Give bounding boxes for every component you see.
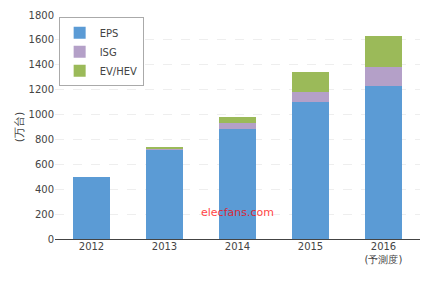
svg-text:EPS: EPS bbox=[100, 28, 119, 39]
svg-text:2012: 2012 bbox=[79, 241, 104, 252]
svg-text:600: 600 bbox=[35, 159, 54, 170]
svg-text:(万台): (万台) bbox=[13, 112, 26, 143]
svg-text:0: 0 bbox=[48, 234, 54, 245]
svg-text:2014: 2014 bbox=[225, 241, 250, 252]
svg-text:1600: 1600 bbox=[29, 34, 54, 45]
svg-text:400: 400 bbox=[35, 184, 54, 195]
svg-text:elecfans.com: elecfans.com bbox=[201, 206, 274, 219]
svg-text:2015: 2015 bbox=[298, 241, 323, 252]
svg-text:2013: 2013 bbox=[152, 241, 177, 252]
svg-text:1800: 1800 bbox=[29, 10, 54, 21]
svg-text:200: 200 bbox=[35, 209, 54, 220]
svg-text:1000: 1000 bbox=[29, 109, 54, 120]
svg-text:2016(予測度): 2016(予測度) bbox=[365, 241, 403, 265]
svg-text:1200: 1200 bbox=[29, 84, 54, 95]
svg-text:1400: 1400 bbox=[29, 59, 54, 70]
svg-text:EV/HEV: EV/HEV bbox=[100, 66, 137, 77]
svg-text:ISG: ISG bbox=[100, 47, 117, 58]
svg-text:800: 800 bbox=[35, 134, 54, 145]
